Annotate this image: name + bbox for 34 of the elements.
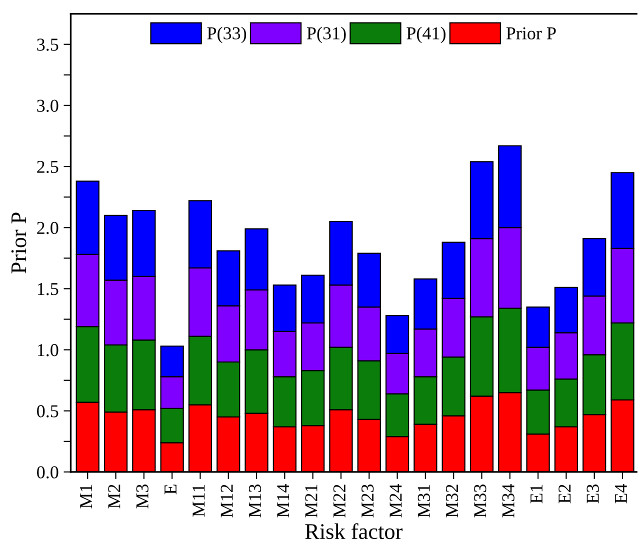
x-tick-label: E1 — [530, 484, 542, 504]
x-tick-label: M23 — [362, 484, 374, 518]
x-tick-label: E — [164, 484, 176, 494]
y-tick-label: 1.5 — [38, 283, 58, 296]
x-tick-label: M32 — [446, 484, 458, 518]
x-tick-label: M31 — [418, 484, 430, 518]
x-tick-label: M12 — [220, 484, 233, 518]
x-tick-label: M1 — [80, 484, 92, 508]
x-tick-label: M11 — [192, 484, 205, 517]
x-tick-label: M13 — [248, 484, 262, 518]
x-tick-label: M33 — [474, 484, 486, 518]
y-tick-label: 3.0 — [37, 100, 58, 112]
y-axis-title: Prior P — [11, 212, 26, 274]
x-tick-label: M22 — [333, 484, 346, 518]
legend-label: P(33) — [207, 26, 246, 44]
x-tick-label: E3 — [586, 484, 599, 504]
legend-label: P(41) — [406, 26, 446, 44]
x-tick-label: M2 — [108, 484, 120, 508]
legend-label: P(31) — [306, 26, 346, 44]
x-tick-label: M34 — [502, 484, 514, 518]
y-tick-label: 2.5 — [37, 160, 58, 174]
y-tick-label: 2.0 — [37, 222, 58, 234]
y-tick-label: 1.0 — [38, 344, 58, 356]
x-tick-label: E4 — [614, 484, 627, 504]
x-tick-label: E2 — [558, 484, 571, 504]
x-tick-label: M21 — [305, 484, 318, 518]
x-tick-label: M14 — [277, 484, 290, 518]
y-tick-label: 0.5 — [37, 405, 58, 418]
y-tick-label: 0.0 — [37, 466, 58, 478]
legend-label: Prior P — [506, 27, 556, 40]
x-tick-label: M3 — [136, 484, 148, 508]
x-tick-label: M24 — [390, 484, 402, 518]
x-axis-title: Risk factor — [305, 523, 403, 540]
y-tick-label: 3.5 — [37, 38, 58, 51]
